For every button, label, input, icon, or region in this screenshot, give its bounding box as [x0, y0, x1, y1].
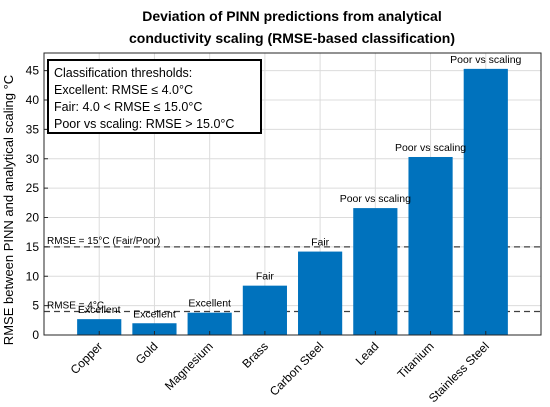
reference-line-label: RMSE = 4°C	[47, 301, 104, 312]
reference-lines: RMSE = 15°C (Fair/Poor) RMSE = 4°C	[44, 236, 541, 313]
classification-box-line-4: Poor vs scaling: RMSE > 15.0°C	[54, 117, 234, 131]
x-tick-label: Carbon Steel	[267, 339, 326, 398]
bar-data-label: Poor vs scaling	[395, 142, 466, 154]
bars	[77, 68, 508, 336]
y-tick-label: 0	[32, 328, 39, 342]
classification-box-line-3: Fair: 4.0 < RMSE ≤ 15.0°C	[54, 100, 202, 114]
y-tick-label: 45	[26, 64, 40, 78]
y-tick-label: 40	[26, 93, 40, 107]
bar-brass	[242, 285, 287, 335]
y-tick-label: 15	[26, 240, 40, 254]
bar-data-label: Excellent	[133, 308, 176, 320]
x-tick-label: Magnesium	[162, 339, 216, 393]
bar-magnesium	[187, 312, 232, 335]
bar-titanium	[408, 156, 453, 335]
y-tick-label: 20	[26, 211, 40, 225]
x-tick-label: Lead	[353, 339, 382, 368]
chart-title-line-1: Deviation of PINN predictions from analy…	[142, 8, 442, 24]
y-tick-label: 25	[26, 181, 40, 195]
y-axis-label: RMSE between PINN and analytical scaling…	[1, 75, 16, 345]
bar-labels: Excellent Excellent Excellent Fair Fair Poor …	[78, 54, 522, 320]
bar-data-label: Excellent	[78, 304, 121, 316]
bar-lead	[353, 208, 398, 335]
y-tick-label: 10	[26, 269, 40, 283]
bar-copper	[77, 319, 122, 335]
bar-carbon-steel	[298, 251, 343, 335]
x-tick-label: Gold	[133, 339, 161, 367]
classification-box-line-2: Excellent: RMSE ≤ 4.0°C	[54, 83, 193, 97]
bar-stainless-steel	[463, 68, 508, 336]
chart-title-line-2: conductivity scaling (RMSE-based classif…	[129, 30, 455, 46]
classification-box: Classification thresholds: Excellent: RM…	[47, 59, 262, 134]
bar-data-label: Poor vs scaling	[340, 193, 411, 205]
y-tick-label: 5	[32, 299, 39, 313]
bar-data-label: Poor vs scaling	[450, 54, 521, 66]
y-tick-label: 35	[26, 122, 40, 136]
x-tick-label: Brass	[239, 339, 271, 371]
bar-gold	[132, 323, 177, 335]
axes-box	[43, 52, 542, 336]
y-ticks: 0 5 10 15 20 25 30 35 40 45	[26, 64, 48, 342]
bar-data-label: Excellent	[188, 298, 231, 310]
x-tick-label: Copper	[68, 339, 106, 377]
bar-data-label: Fair	[256, 271, 275, 283]
bar-data-label: Fair	[311, 237, 330, 249]
classification-box-line-1: Classification thresholds:	[54, 66, 192, 80]
y-tick-label: 30	[26, 152, 40, 166]
x-tick-label: Titanium	[395, 339, 437, 381]
reference-line-label: RMSE = 15°C (Fair/Poor)	[47, 236, 160, 247]
